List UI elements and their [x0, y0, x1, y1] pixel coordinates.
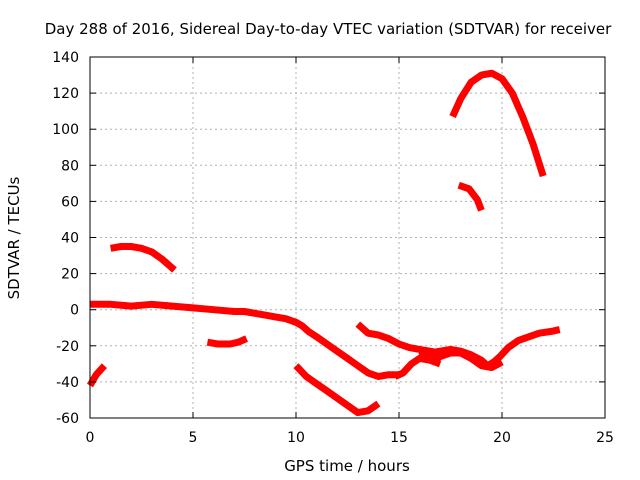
x-tick-label: 10	[287, 430, 305, 446]
y-tick-label: -60	[56, 411, 79, 427]
plot-frame	[89, 56, 606, 419]
series-layer	[86, 69, 561, 417]
y-tick-label: 0	[70, 303, 79, 319]
sdtvar-track-1	[86, 363, 107, 388]
sdtvar-track-3	[206, 335, 248, 348]
y-tick-label: 120	[52, 86, 79, 102]
sdtvar-track-2	[109, 243, 177, 273]
x-tick-label: 20	[493, 430, 511, 446]
sdtvar-track-0	[90, 300, 399, 380]
sdtvar-track-7	[418, 326, 561, 370]
y-tick-label: -40	[56, 375, 79, 391]
grid	[90, 57, 605, 418]
sdtvar-track-10	[457, 181, 485, 212]
x-tick-label: 25	[596, 430, 614, 446]
y-axis-label: SDTVAR / TECUs	[5, 176, 23, 299]
chart-title: Day 288 of 2016, Sidereal Day-to-day VTE…	[45, 20, 612, 38]
y-tick-label: 20	[61, 267, 79, 283]
x-axis-label: GPS time / hours	[284, 457, 410, 475]
sdtvar-track-4	[293, 363, 381, 417]
x-tick-label: 15	[390, 430, 408, 446]
tick-labels: 0 5 10 15 20 25 -60 -40 -20 0 20 40 60 80 100 120 140	[52, 50, 614, 446]
y-tick-label: 40	[61, 231, 79, 247]
x-tick-label: 0	[86, 430, 95, 446]
y-tick-label: 140	[52, 50, 79, 66]
x-tick-label: 5	[189, 430, 198, 446]
y-tick-label: 80	[61, 158, 79, 174]
y-tick-label: -20	[56, 339, 79, 355]
y-tick-label: 100	[52, 122, 79, 138]
sdtvar-track-9	[449, 69, 547, 178]
sdtvar-track-8	[429, 349, 504, 371]
y-tick-label: 60	[61, 194, 79, 210]
